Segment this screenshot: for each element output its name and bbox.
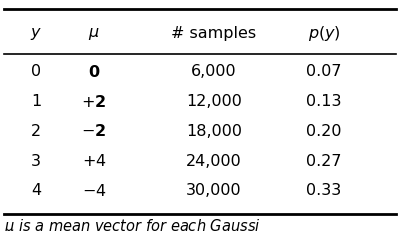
Text: 0.20: 0.20	[306, 123, 342, 138]
Text: 24,000: 24,000	[186, 153, 242, 168]
Text: 1: 1	[31, 94, 41, 109]
Text: $\mu$: $\mu$	[88, 26, 100, 41]
Text: 4: 4	[31, 182, 41, 197]
Text: $-4$: $-4$	[82, 182, 106, 198]
Text: 0.33: 0.33	[306, 182, 342, 197]
Text: 12,000: 12,000	[186, 94, 242, 109]
Text: 3: 3	[31, 153, 41, 168]
Text: 0: 0	[31, 64, 41, 79]
Text: $+\mathbf{2}$: $+\mathbf{2}$	[82, 93, 106, 109]
Text: 0.27: 0.27	[306, 153, 342, 168]
Text: $\mathbf{0}$: $\mathbf{0}$	[88, 64, 100, 79]
Text: $\mu$ is a mean vector for each Gaussi: $\mu$ is a mean vector for each Gaussi	[4, 216, 261, 231]
Text: $p(y)$: $p(y)$	[308, 24, 340, 43]
Text: 0.07: 0.07	[306, 64, 342, 79]
Text: $y$: $y$	[30, 26, 42, 41]
Text: 30,000: 30,000	[186, 182, 242, 197]
Text: 6,000: 6,000	[191, 64, 237, 79]
Text: 18,000: 18,000	[186, 123, 242, 138]
Text: $+4$: $+4$	[82, 152, 106, 168]
Text: # samples: # samples	[172, 26, 256, 41]
Text: 2: 2	[31, 123, 41, 138]
Text: 0.13: 0.13	[306, 94, 342, 109]
Text: $-\mathbf{2}$: $-\mathbf{2}$	[82, 123, 106, 139]
